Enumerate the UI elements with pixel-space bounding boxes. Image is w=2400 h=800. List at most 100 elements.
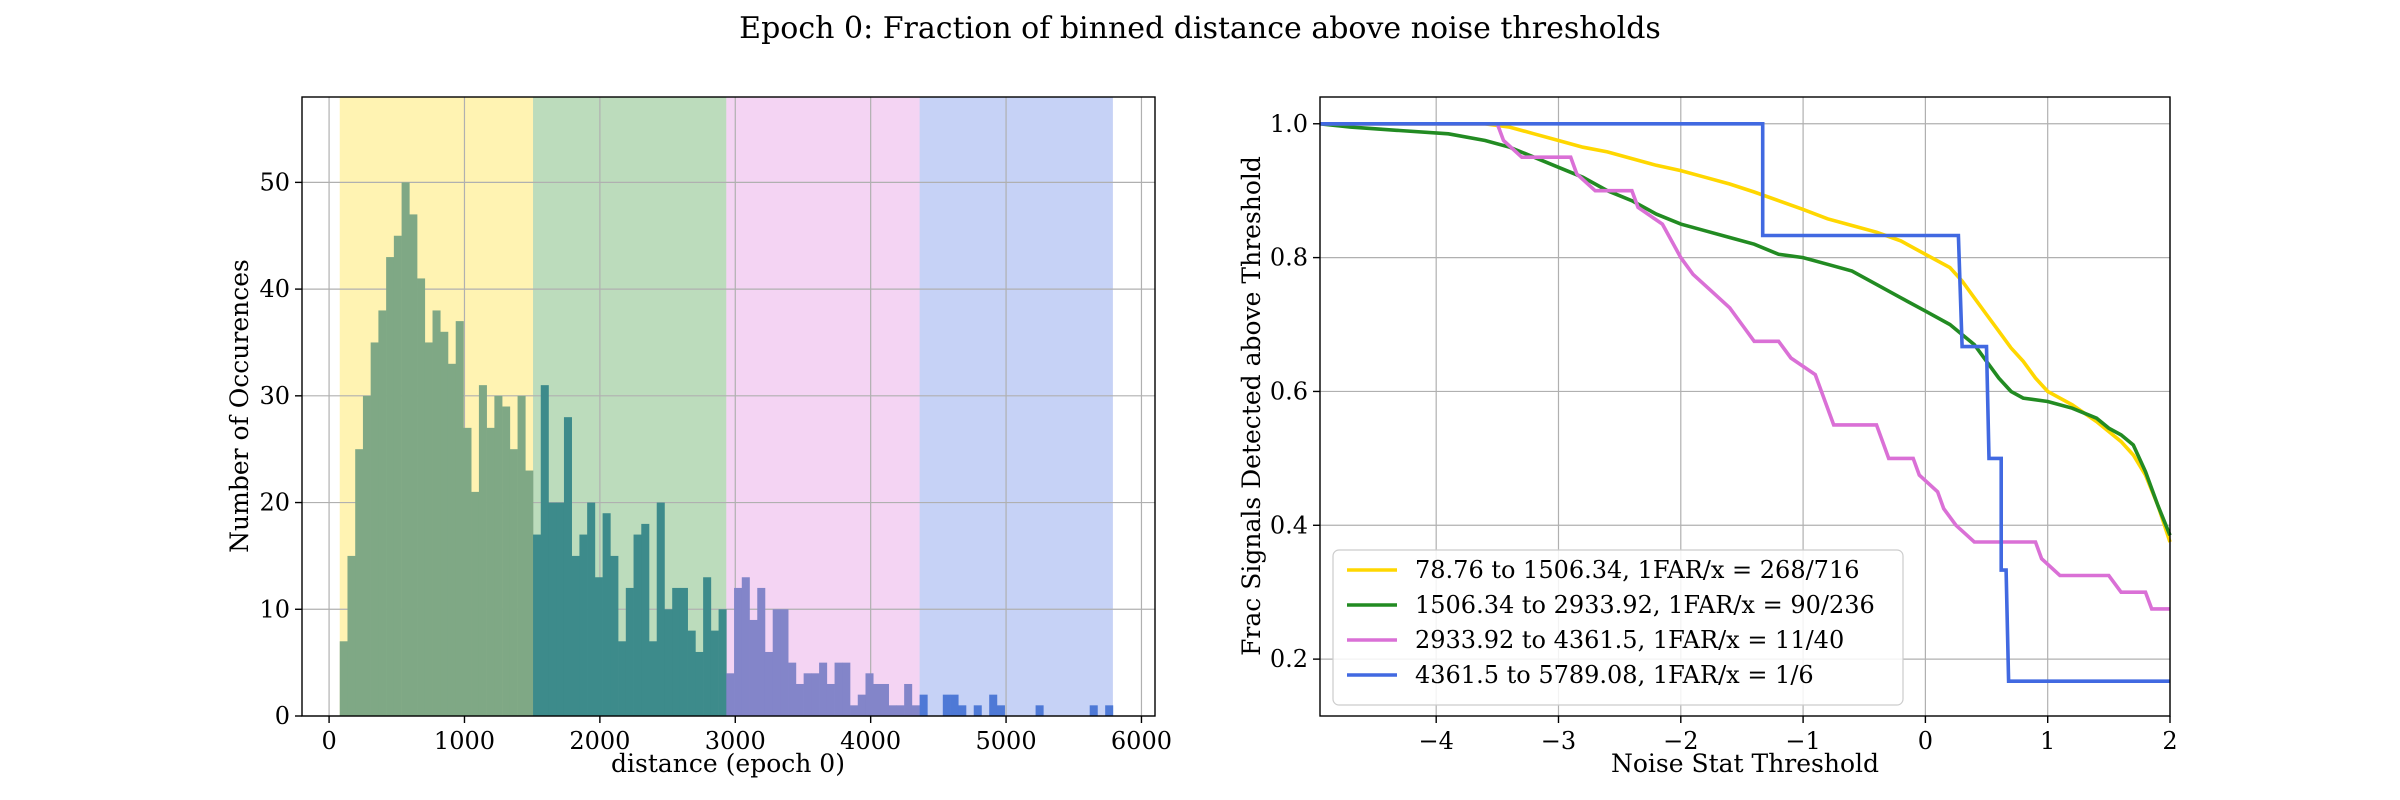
histogram-bar [819,662,828,716]
histogram-bar [826,683,835,716]
histogram-bar [417,278,426,716]
histogram-bar [432,310,441,716]
line-chart-y-tick-label: 0.6 [1270,377,1308,405]
histogram-x-tick-label: 0 [321,727,336,755]
line-chart-x-tick-label: 1 [2040,727,2055,755]
histogram-bar [795,683,804,716]
histogram-bar [509,449,518,716]
histogram-bar [625,587,634,716]
histogram-chart: 0 1000 2000 3000 4000 5000 6000 0 10 20 30 40 50 dis… [225,96,1172,778]
histogram-bar [517,395,526,716]
histogram-ticks: 0 1000 2000 3000 4000 5000 6000 0 10 20 30 40 50 [259,168,1172,755]
histogram-bar [633,534,642,716]
histogram-bar [772,609,781,716]
histogram-bar [370,342,379,716]
histogram-x-tick-label: 2000 [569,727,630,755]
line-chart-x-tick-label: 0 [1918,727,1933,755]
distance-bands [339,97,1113,716]
histogram-bar [989,694,998,716]
histogram-bar [764,651,774,716]
histogram-y-tick-label: 20 [259,489,290,517]
histogram-bar [347,555,356,716]
histogram-bar [672,587,681,716]
histogram-bar [478,385,487,716]
histogram-bar [355,449,364,716]
histogram-bar [641,523,650,716]
histogram-bar [393,235,402,716]
histogram-bar [850,705,859,716]
histogram-bar [447,363,457,716]
histogram-bar [1089,705,1098,716]
histogram-bar [1105,705,1114,716]
histogram-bar [563,417,572,716]
histogram-bar [679,587,688,716]
histogram-bar [710,630,719,716]
line-chart-x-tick-label: −3 [1541,727,1576,755]
line-chart-ticks: −4 −3 −2 −1 0 1 2 0.2 0.4 0.6 0.8 1.0 [1270,110,2178,755]
legend-label-4: 4361.5 to 5789.08, 1FAR/x = 1/6 [1415,661,1814,689]
histogram-bar [656,502,665,716]
histogram-bar [525,470,534,716]
series-line-1 [1320,122,2172,543]
histogram-bar [695,651,704,716]
line-chart-x-tick-label: −2 [1663,727,1698,755]
histogram-bar [594,577,603,716]
histogram-bars [339,182,1114,717]
histogram-bar [749,619,758,716]
histogram-bar [834,662,843,716]
histogram-bar [401,182,410,717]
legend-items: 78.76 to 1506.34, 1FAR/x = 268/716 1506.3… [1347,556,1875,689]
histogram-x-tick-label: 1000 [434,727,495,755]
series-line-4 [1320,122,2170,684]
histogram-y-tick-label: 40 [259,275,290,303]
threshold-line-chart: −4 −3 −2 −1 0 1 2 0.2 0.4 0.6 0.8 1.0 Noise Stat Th… [1237,96,2178,778]
histogram-bar [741,577,750,716]
line-chart-axes-frame [1319,96,2171,717]
line-chart-x-tick-label: −1 [1785,727,1820,755]
line-chart-y-tick-label: 0.2 [1270,645,1308,673]
histogram-bar [911,705,920,716]
histogram-bar [703,577,712,716]
histogram-bar [339,641,348,716]
histogram-bar [571,555,580,716]
histogram-bar [455,321,464,716]
legend: 78.76 to 1506.34, 1FAR/x = 268/716 1506.3… [1332,549,1904,706]
histogram-bar [780,609,789,716]
histogram-x-tick-label: 4000 [840,727,901,755]
histogram-x-axis-label: distance (epoch 0) [611,749,845,778]
line-chart-x-tick-label: −4 [1418,727,1453,755]
histogram-bar [378,310,387,716]
histogram-bar [602,513,611,716]
histogram-y-tick-label: 30 [259,382,290,410]
line-chart-y-tick-label: 0.8 [1270,244,1308,272]
histogram-x-tick-label: 5000 [976,727,1037,755]
histogram-bar [803,673,812,716]
legend-label-3: 2933.92 to 4361.5, 1FAR/x = 11/40 [1415,626,1844,654]
histogram-bar [734,587,743,716]
histogram-bar [842,662,851,716]
histogram-y-axis-label: Number of Occurences [225,259,254,553]
histogram-bar [664,609,673,716]
figure-title: Epoch 0: Fraction of binned distance abo… [739,11,1661,46]
histogram-bar [556,502,565,716]
histogram-axes-frame [301,96,1156,717]
histogram-bar [424,342,433,716]
histogram-bar [540,385,549,716]
histogram-bar [857,694,866,716]
line-chart-y-tick-label: 0.4 [1270,511,1308,539]
legend-label-1: 78.76 to 1506.34, 1FAR/x = 268/716 [1415,556,1860,584]
legend-label-2: 1506.34 to 2933.92, 1FAR/x = 90/236 [1415,591,1875,619]
histogram-bar [973,705,982,716]
histogram-bar [486,427,495,716]
histogram-bar [919,694,928,716]
histogram-bar [880,683,889,716]
histogram-bar [533,534,542,716]
line-chart-y-tick-label: 1.0 [1270,110,1308,138]
histogram-bar [788,662,797,716]
histogram-bar [687,630,696,716]
line-chart-x-tick-label: 2 [2162,727,2177,755]
histogram-bar [579,534,588,716]
histogram-y-tick-label: 10 [259,595,290,623]
line-chart-y-axis-label: Frac Signals Detected above Threshold [1237,156,1266,656]
